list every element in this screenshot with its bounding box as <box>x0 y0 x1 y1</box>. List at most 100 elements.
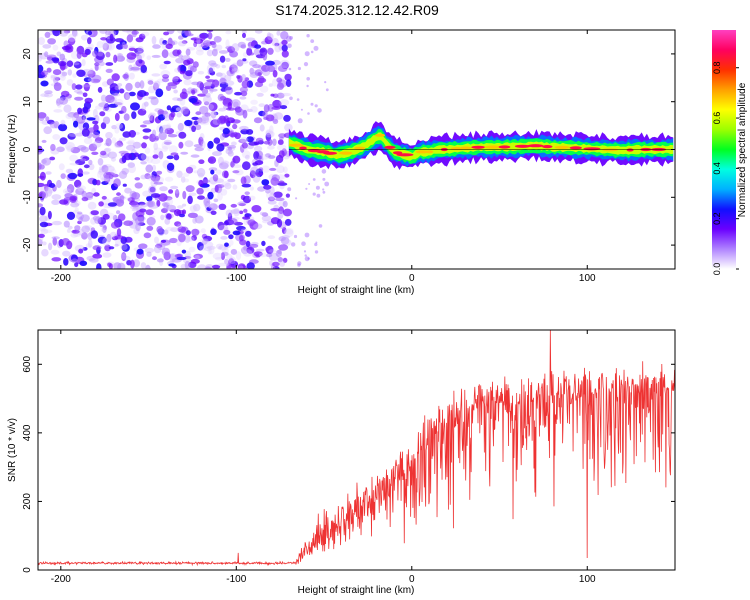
noise-speckle <box>289 96 293 101</box>
noise-speckle <box>63 30 71 34</box>
noise-speckle <box>246 262 255 269</box>
noise-speckle <box>306 84 309 88</box>
noise-speckle <box>182 172 190 177</box>
x-tick-label: -200 <box>51 574 71 585</box>
noise-speckle <box>229 64 238 73</box>
noise-speckle <box>210 62 218 68</box>
noise-speckle <box>181 209 187 215</box>
noise-speckle <box>254 81 264 88</box>
noise-speckle <box>233 207 240 217</box>
noise-speckle <box>196 167 206 177</box>
noise-speckle <box>212 79 220 88</box>
noise-speckle <box>284 227 294 235</box>
noise-speckle <box>277 65 288 72</box>
noise-speckle <box>105 62 114 66</box>
noise-speckle <box>243 249 253 257</box>
noise-speckle <box>112 196 121 202</box>
noise-speckle <box>150 158 161 165</box>
noise-speckle <box>59 137 68 145</box>
noise-speckle <box>180 106 190 115</box>
noise-speckle <box>197 70 205 75</box>
noise-speckle <box>269 192 275 201</box>
noise-speckle <box>218 107 227 112</box>
noise-speckle <box>72 31 79 38</box>
noise-speckle <box>321 169 327 174</box>
noise-speckle <box>205 75 211 79</box>
noise-speckle <box>203 81 213 88</box>
noise-speckle <box>113 54 118 63</box>
noise-speckle <box>254 30 263 34</box>
noise-speckle <box>242 58 247 62</box>
noise-speckle <box>272 138 277 146</box>
noise-speckle <box>244 77 250 81</box>
noise-speckle <box>208 167 218 172</box>
noise-speckle <box>53 82 62 91</box>
noise-speckle <box>269 167 277 171</box>
noise-speckle <box>105 165 115 173</box>
noise-speckle <box>314 242 318 247</box>
noise-speckle <box>155 88 164 98</box>
noise-speckle <box>203 95 212 105</box>
noise-speckle <box>224 258 229 265</box>
noise-speckle <box>78 248 84 254</box>
noise-speckle <box>85 192 94 199</box>
noise-speckle <box>144 147 151 154</box>
noise-speckle <box>71 258 78 264</box>
noise-speckle <box>110 221 120 229</box>
noise-speckle <box>152 164 157 172</box>
noise-speckle <box>193 120 199 126</box>
noise-speckle <box>102 116 111 125</box>
noise-speckle <box>161 247 171 257</box>
noise-speckle <box>278 236 286 242</box>
noise-speckle <box>253 48 260 56</box>
noise-speckle <box>65 168 74 174</box>
noise-speckle <box>220 236 228 240</box>
noise-speckle <box>265 246 270 252</box>
noise-speckle <box>38 203 43 208</box>
noise-speckle <box>281 39 288 46</box>
noise-speckle <box>111 73 120 82</box>
noise-speckle <box>62 250 71 257</box>
noise-speckle <box>148 185 157 195</box>
noise-speckle <box>221 181 231 187</box>
noise-speckle <box>118 170 128 179</box>
noise-speckle <box>304 51 310 57</box>
noise-speckle <box>221 65 226 69</box>
noise-speckle <box>216 243 224 250</box>
noise-speckle <box>102 40 108 49</box>
noise-speckle <box>169 40 178 46</box>
noise-speckle <box>126 34 134 43</box>
noise-speckle <box>317 108 322 113</box>
noise-speckle <box>208 102 218 112</box>
noise-speckle <box>176 112 182 118</box>
noise-speckle <box>223 115 230 124</box>
noise-speckle <box>120 243 128 251</box>
noise-speckle <box>297 261 302 266</box>
noise-speckle <box>132 141 142 149</box>
noise-speckle <box>257 75 265 84</box>
noise-speckle <box>52 220 62 226</box>
noise-speckle <box>40 93 49 98</box>
noise-speckle <box>242 216 251 220</box>
noise-speckle <box>244 191 250 195</box>
noise-speckle <box>215 64 221 69</box>
noise-speckle <box>206 202 214 209</box>
noise-speckle <box>74 207 79 214</box>
noise-speckle <box>231 68 240 74</box>
noise-speckle <box>39 227 46 232</box>
noise-speckle <box>230 209 240 214</box>
noise-speckle <box>47 119 55 125</box>
ridge-peak <box>471 145 486 149</box>
noise-speckle <box>278 244 289 251</box>
noise-speckle <box>39 171 46 181</box>
noise-speckle <box>46 67 52 73</box>
noise-speckle <box>146 195 153 202</box>
noise-speckle <box>74 89 83 93</box>
noise-speckle <box>90 230 99 239</box>
noise-speckle <box>247 219 256 227</box>
noise-speckle <box>287 187 292 192</box>
noise-speckle <box>283 114 291 122</box>
noise-speckle <box>168 253 177 260</box>
noise-speckle <box>67 225 73 230</box>
noise-speckle <box>122 30 132 33</box>
